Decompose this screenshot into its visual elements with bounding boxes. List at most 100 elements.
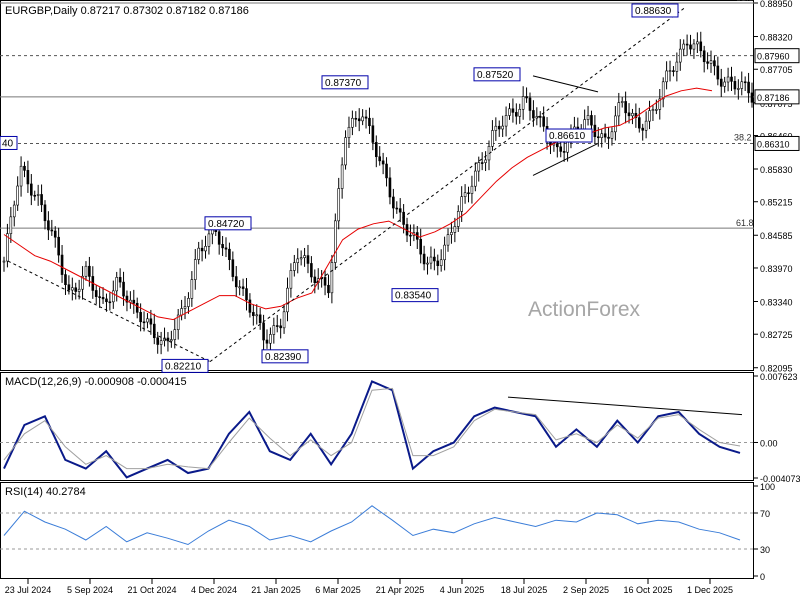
candle-body (699, 41, 703, 52)
candle-body (9, 216, 13, 234)
candle-body (135, 302, 139, 313)
candle-body (429, 256, 433, 264)
price-annotation-label: 0.87370 (325, 78, 362, 89)
candle-body (702, 50, 706, 63)
price-pane-title: EURGBP,Daily 0.87217 0.87302 0.87182 0.8… (5, 5, 249, 17)
price-annotation-label: 40 (2, 138, 14, 149)
candle-body (371, 125, 375, 143)
candle-body (344, 137, 347, 166)
candle-body (600, 133, 604, 138)
candle-body (303, 255, 306, 259)
candle-body (228, 248, 231, 261)
candle-body (43, 204, 47, 222)
x-tick-label: 5 Sep 2024 (67, 585, 113, 595)
price-pane[interactable] (0, 0, 754, 371)
macd-divergence-line (507, 396, 743, 416)
candle-body (166, 337, 170, 342)
macd-y-tick-label: 0.007623 (760, 372, 798, 382)
candle-body (689, 44, 692, 50)
x-tick-label: 21 Apr 2025 (376, 585, 425, 595)
fib-level-label: 38.2 (734, 132, 752, 142)
candle-body (374, 142, 378, 158)
candle-body (740, 81, 744, 89)
candle-body (730, 76, 733, 82)
candle-body (255, 314, 259, 317)
candle-body (620, 101, 624, 103)
candle-body (170, 339, 173, 342)
candle-body (204, 246, 207, 252)
candle-body (139, 312, 142, 323)
price-y-tick-label: 0.82725 (760, 330, 793, 340)
candle-body (156, 337, 159, 345)
candle-body (190, 279, 194, 299)
candle-body (272, 325, 276, 335)
candle-body (323, 277, 327, 286)
candle-body (152, 323, 156, 339)
candle-body (269, 334, 272, 344)
candle-body (200, 247, 204, 252)
candle-body (337, 188, 341, 222)
moving-average-line (3, 87, 713, 321)
candle-body (538, 116, 542, 118)
candle-body (108, 301, 112, 304)
level-price-box (754, 135, 800, 151)
candle-body (597, 136, 600, 139)
x-tick-label: 21 Oct 2024 (127, 585, 176, 595)
candle-body (193, 259, 197, 280)
macd-pane[interactable] (0, 372, 754, 481)
candle-body (340, 164, 344, 189)
x-tick-label: 2 Sep 2025 (563, 585, 609, 595)
candle-body (234, 276, 238, 288)
candle-body (508, 108, 511, 116)
candle-body (67, 284, 71, 291)
candle-body (433, 256, 436, 262)
candle-body (586, 115, 590, 120)
macd-layer (0, 380, 754, 479)
candle-body (327, 284, 330, 294)
price-annotation-box (261, 349, 309, 364)
candle-body (665, 70, 668, 83)
candle-body (248, 299, 252, 313)
candle-body (617, 102, 621, 117)
candle-body (562, 151, 566, 153)
candle-body (252, 312, 255, 316)
rsi-pane[interactable] (0, 482, 754, 579)
x-tick-label: 4 Dec 2024 (191, 585, 237, 595)
x-tick-label: 23 Jul 2024 (5, 585, 52, 595)
x-tick-label: 18 Jul 2025 (501, 585, 548, 595)
candle-body (30, 183, 33, 196)
candle-body (422, 253, 426, 265)
candle-body (334, 220, 337, 263)
candle-body (644, 120, 648, 131)
candle-body (450, 232, 453, 235)
candle-body (245, 288, 248, 301)
candle-body (364, 116, 368, 119)
candle-body (532, 110, 535, 119)
price-annotation-label: 0.84720 (208, 219, 245, 230)
candle-body (737, 88, 740, 90)
candle-body (296, 258, 300, 263)
price-annotation-box (161, 358, 209, 373)
rsi-pane-title: RSI(14) 40.2784 (5, 486, 86, 498)
price-annotation-label: 0.88630 (635, 6, 672, 17)
price-y-tick-label: 0.88950 (760, 0, 793, 9)
candle-body (183, 306, 187, 309)
candle-body (525, 96, 528, 99)
price-y-tick-label: 0.85830 (760, 165, 793, 175)
level-price-box (754, 89, 800, 105)
candle-body (692, 43, 696, 50)
candle-body (750, 92, 754, 103)
candle-body (631, 112, 634, 117)
price-y-tick-label: 0.85215 (760, 198, 793, 208)
triangle-line-upper (532, 75, 599, 93)
candle-body (159, 340, 163, 345)
candle-body (217, 231, 221, 245)
candle-body (74, 287, 78, 292)
candle-body (197, 247, 200, 260)
candle-body (624, 101, 627, 114)
fib-level-label: 61.8 (736, 0, 754, 3)
candle-body (310, 263, 313, 278)
candle-body (409, 234, 412, 237)
candle-body (33, 194, 37, 197)
